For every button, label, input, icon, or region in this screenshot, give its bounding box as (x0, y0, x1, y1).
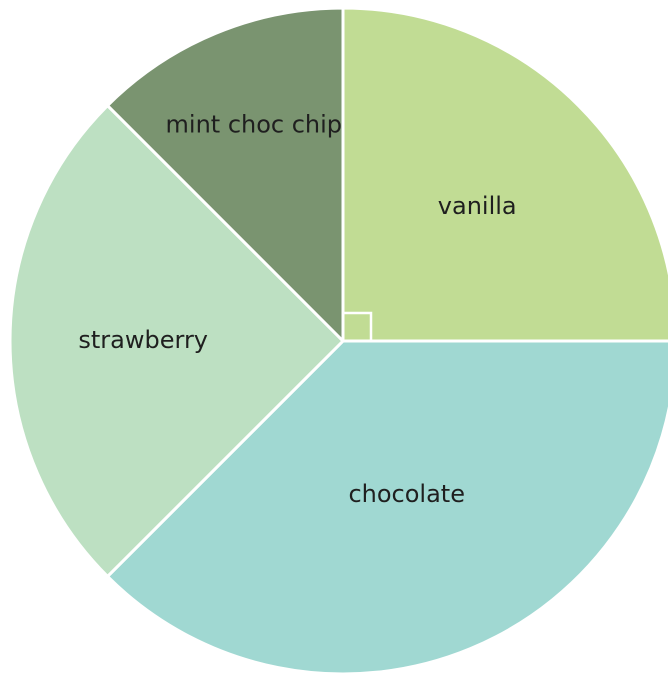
pie-slice-vanilla (341, 6, 668, 343)
pie-labels: vanilla chocolate strawberry mint choc chip (78, 111, 516, 508)
slice-label-chocolate: chocolate (348, 480, 465, 508)
pie-slice-mint-choc-chip (106, 6, 345, 343)
pie-slices (8, 6, 668, 675)
pie-slice-chocolate (106, 339, 668, 675)
right-angle-marker (343, 311, 373, 341)
slice-label-strawberry: strawberry (78, 326, 208, 354)
slice-label-vanilla: vanilla (438, 192, 517, 220)
slice-label-mint-choc-chip: mint choc chip (166, 111, 343, 139)
pie-slice-strawberry (8, 104, 345, 578)
